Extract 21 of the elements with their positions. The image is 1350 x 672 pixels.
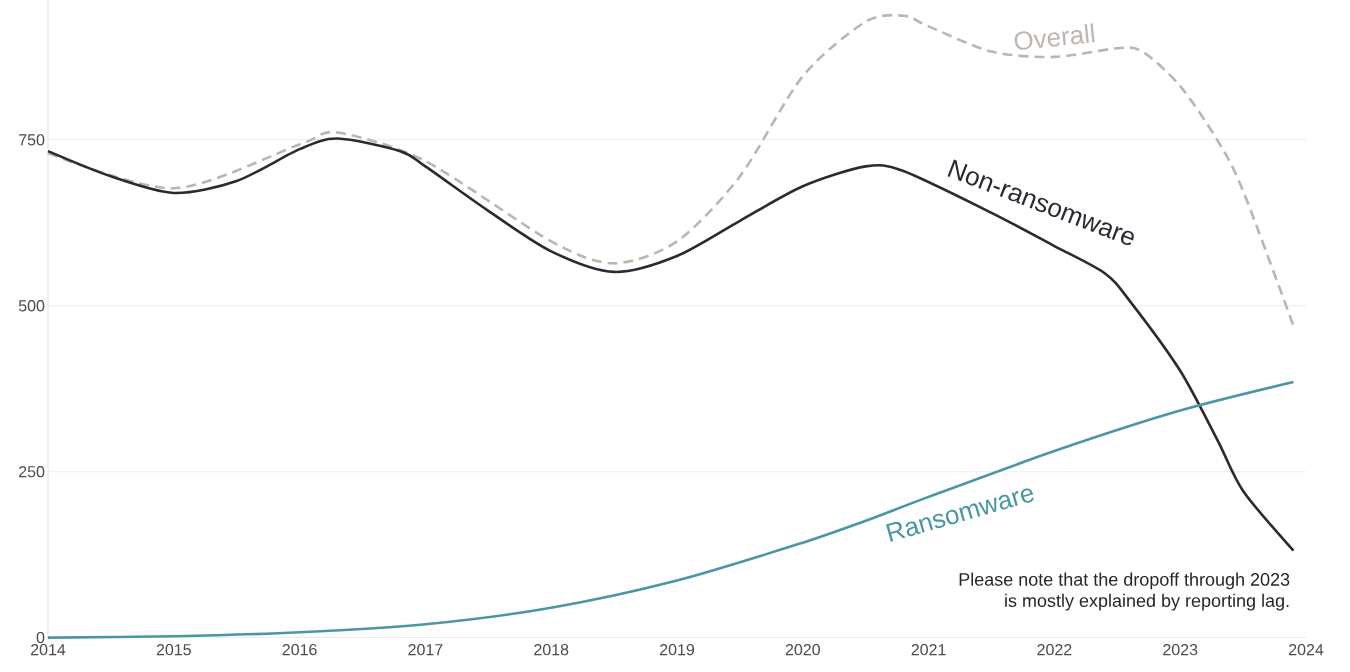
y-tick-label: 500 xyxy=(18,300,45,312)
x-tick-label: 2024 xyxy=(1289,644,1324,656)
x-tick-label: 2022 xyxy=(1037,644,1072,656)
annotation: is mostly explained by reporting lag. xyxy=(1005,594,1289,611)
x-tick-label: 2019 xyxy=(660,644,695,656)
annotation: Please note that the dropoff through 2023 xyxy=(959,572,1290,590)
x-tick-label: 2014 xyxy=(31,644,66,656)
x-tick-label: 2021 xyxy=(911,644,946,656)
y-tick-label: 0 xyxy=(36,632,45,644)
x-tick-label: 2015 xyxy=(156,644,191,656)
x-tick-label: 2023 xyxy=(1163,644,1198,656)
line-series xyxy=(46,381,1295,640)
line-series xyxy=(46,14,1295,328)
line-series xyxy=(46,137,1295,553)
y-tick-label: 250 xyxy=(19,466,45,478)
text: Overall xyxy=(1014,23,1095,51)
x-tick-label: 2018 xyxy=(534,644,569,656)
x-tick-label: 2016 xyxy=(282,644,317,656)
x-tick-label: 2017 xyxy=(408,644,443,656)
x-tick-label: 2020 xyxy=(785,644,820,656)
y-tick-label: 750 xyxy=(19,134,45,146)
